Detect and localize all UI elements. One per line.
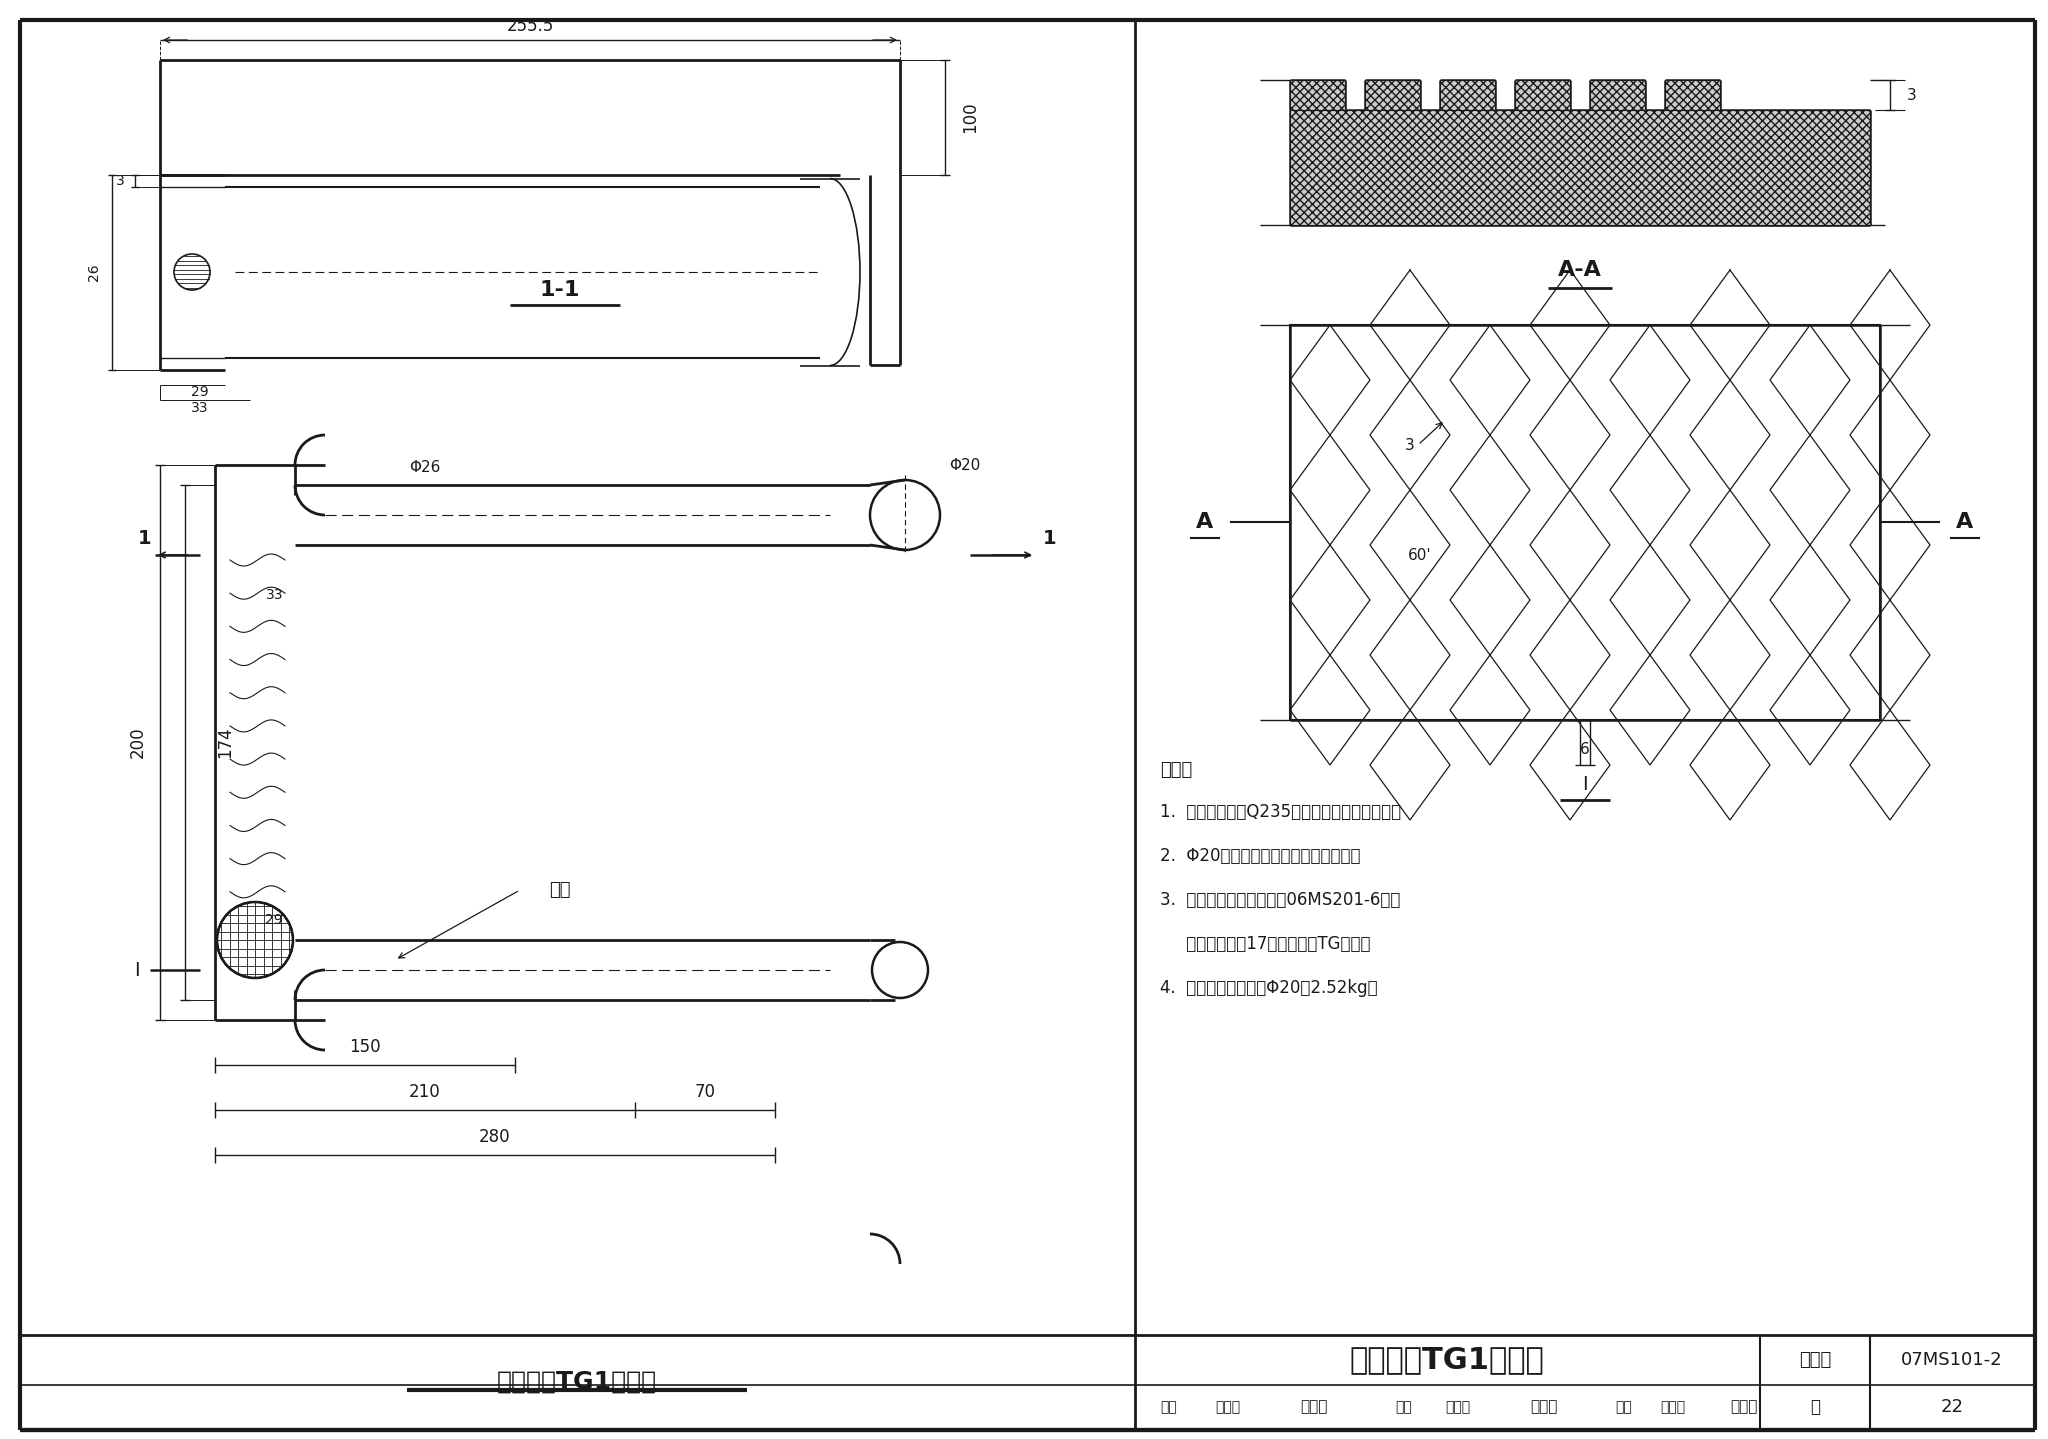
Text: 150: 150 bbox=[350, 1038, 381, 1056]
Text: 26: 26 bbox=[86, 263, 100, 281]
Text: 审核: 审核 bbox=[1159, 1400, 1178, 1415]
Text: Φ26: Φ26 bbox=[410, 459, 440, 475]
Text: 1-1: 1-1 bbox=[541, 281, 580, 299]
Text: 3: 3 bbox=[1907, 88, 1917, 102]
Text: 塑钢踏步TG1平面图: 塑钢踏步TG1平面图 bbox=[498, 1370, 657, 1394]
Text: 60': 60' bbox=[1409, 547, 1432, 563]
Text: 255.5: 255.5 bbox=[506, 17, 553, 35]
Text: 280: 280 bbox=[479, 1128, 510, 1145]
Text: 盖及踏步》第17页塑钢踏步TG施工。: 盖及踏步》第17页塑钢踏步TG施工。 bbox=[1159, 935, 1370, 953]
Circle shape bbox=[217, 902, 293, 979]
Text: 1.  材料：钢号为Q235，塑料－高密度聚乙烯。: 1. 材料：钢号为Q235，塑料－高密度聚乙烯。 bbox=[1159, 803, 1401, 822]
Bar bbox=[1589, 81, 1645, 109]
Text: 设计: 设计 bbox=[1616, 1400, 1632, 1415]
Text: 29: 29 bbox=[266, 912, 283, 927]
Text: 武明美: 武明美 bbox=[1446, 1400, 1470, 1415]
Text: 1: 1 bbox=[1042, 530, 1057, 548]
Text: 图集号: 图集号 bbox=[1798, 1351, 1831, 1368]
Text: 174: 174 bbox=[215, 727, 233, 758]
Text: 33: 33 bbox=[190, 401, 209, 414]
Text: 3: 3 bbox=[1405, 437, 1415, 452]
Text: 33: 33 bbox=[266, 589, 283, 602]
Bar bbox=[1290, 81, 1870, 224]
Bar bbox=[1366, 81, 1419, 109]
Text: 页: 页 bbox=[1810, 1399, 1821, 1416]
Text: 郭英雄: 郭英雄 bbox=[1214, 1400, 1241, 1415]
Text: 塑钢踏步TG1大样图: 塑钢踏步TG1大样图 bbox=[1350, 1345, 1544, 1374]
Text: 王龙生: 王龙生 bbox=[1661, 1400, 1686, 1415]
Text: 王龙生: 王龙生 bbox=[1731, 1400, 1757, 1415]
Text: A: A bbox=[1956, 512, 1974, 532]
Text: 22: 22 bbox=[1942, 1399, 1964, 1416]
Text: 100: 100 bbox=[961, 101, 979, 132]
Text: 2.  Φ20钢筋冲压成型，塑料注塑成型。: 2. Φ20钢筋冲压成型，塑料注塑成型。 bbox=[1159, 848, 1360, 865]
Bar bbox=[1516, 81, 1571, 109]
Text: 4.  一个踏步所用钢材Φ20为2.52kg。: 4. 一个踏步所用钢材Φ20为2.52kg。 bbox=[1159, 979, 1378, 997]
Bar bbox=[1290, 109, 1870, 224]
Bar bbox=[1665, 81, 1720, 109]
Bar bbox=[1290, 81, 1346, 109]
Text: 6: 6 bbox=[1581, 743, 1589, 757]
Text: I: I bbox=[135, 960, 139, 980]
Text: 210: 210 bbox=[410, 1084, 440, 1101]
Text: 200: 200 bbox=[129, 727, 147, 758]
Bar bbox=[1440, 81, 1495, 109]
Text: 1: 1 bbox=[137, 530, 152, 548]
Text: 校对: 校对 bbox=[1395, 1400, 1411, 1415]
Text: Φ20: Φ20 bbox=[950, 458, 981, 472]
Text: 孙宝彪: 孙宝彪 bbox=[1300, 1400, 1327, 1415]
Text: 3: 3 bbox=[115, 174, 125, 189]
Bar bbox=[1290, 325, 1880, 720]
Text: 3.  施工时请参考国标图集06MS201-6《井: 3. 施工时请参考国标图集06MS201-6《井 bbox=[1159, 891, 1401, 909]
Text: 凸纹: 凸纹 bbox=[549, 881, 571, 899]
Text: 29: 29 bbox=[190, 386, 209, 399]
Text: A-A: A-A bbox=[1559, 260, 1602, 281]
Text: A: A bbox=[1196, 512, 1214, 532]
Text: 说明：: 说明： bbox=[1159, 761, 1192, 778]
Text: 07MS101-2: 07MS101-2 bbox=[1901, 1351, 2003, 1368]
Text: 测及多: 测及多 bbox=[1530, 1400, 1556, 1415]
Text: 70: 70 bbox=[694, 1084, 715, 1101]
Text: I: I bbox=[1583, 776, 1587, 794]
